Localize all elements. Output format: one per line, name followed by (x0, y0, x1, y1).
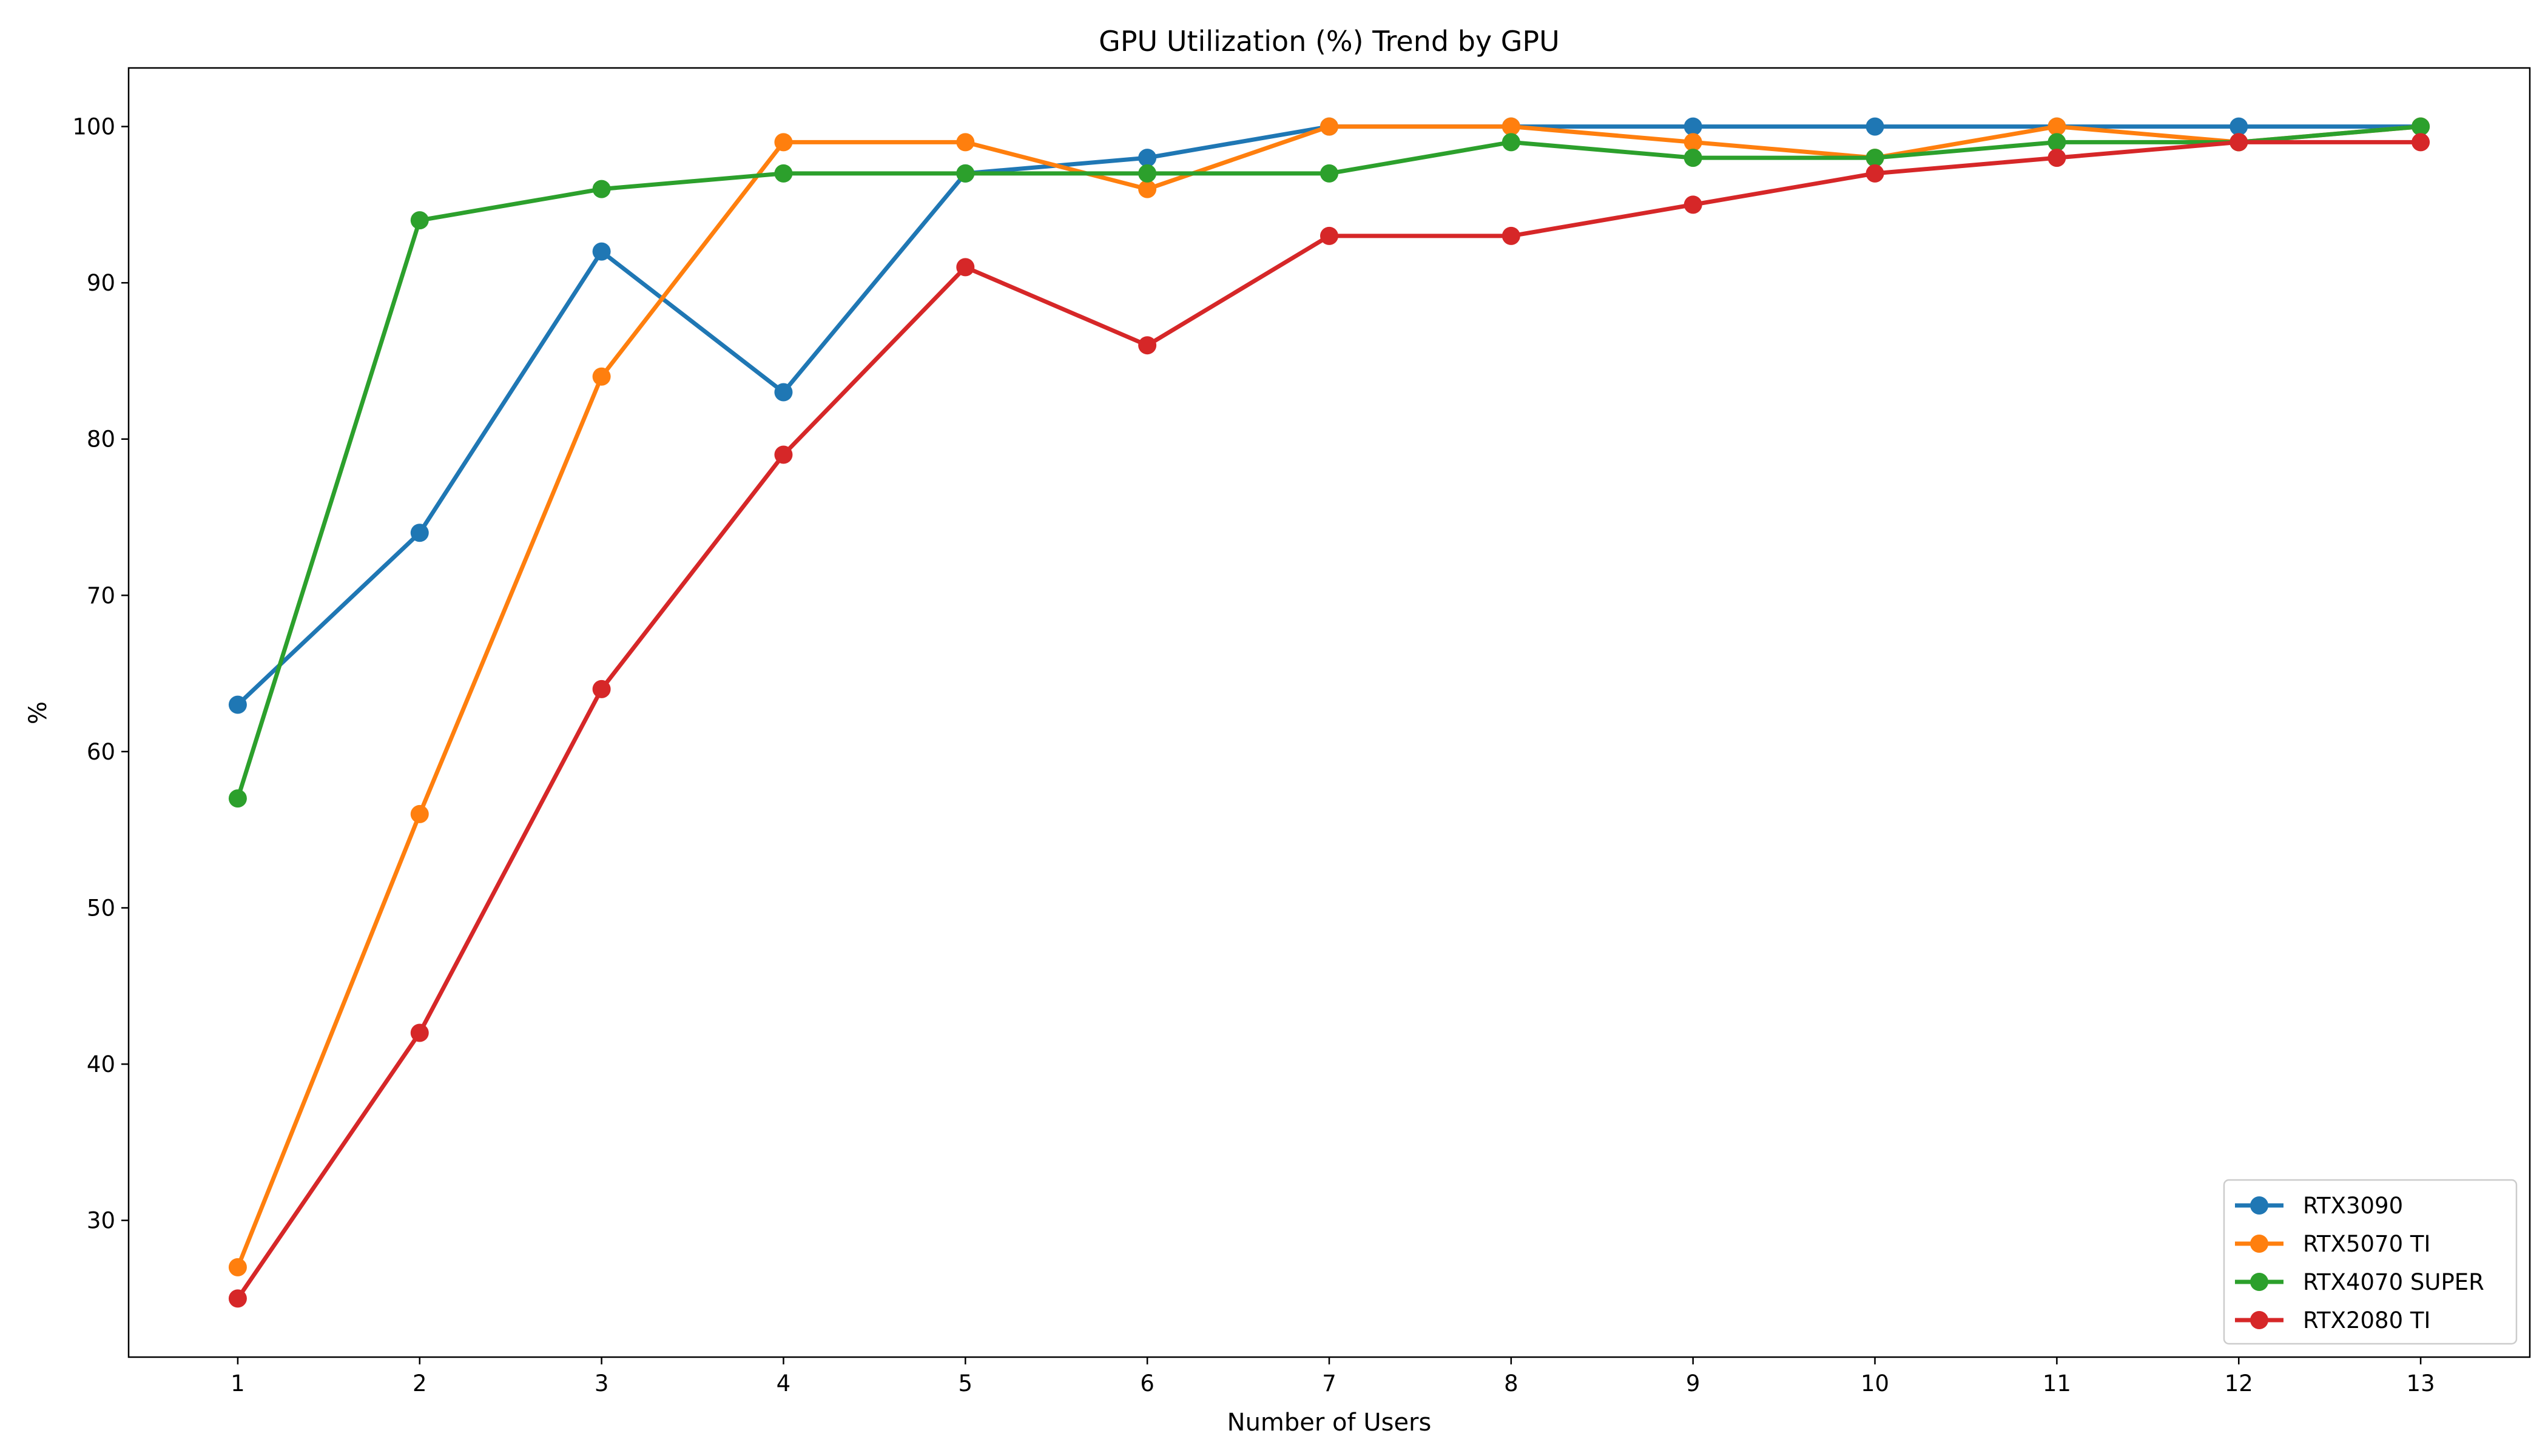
data-point (2412, 133, 2430, 152)
data-point (2048, 149, 2066, 167)
data-point (1138, 180, 1157, 198)
data-point (1684, 133, 1702, 152)
data-point (1138, 149, 1157, 167)
series-line (235, 124, 2423, 1270)
series-rtx3090 (228, 117, 2430, 714)
x-axis-label: Number of Users (1227, 1409, 1432, 1437)
y-tick-label: 50 (87, 895, 115, 921)
data-point (592, 242, 611, 261)
legend-item: RTX2080 TI (2235, 1307, 2430, 1333)
legend-label: RTX5070 TI (2303, 1231, 2430, 1257)
data-point (228, 1289, 247, 1308)
x-tick-label: 5 (959, 1370, 973, 1397)
y-tick-label: 80 (87, 426, 115, 453)
data-point (1684, 149, 1702, 167)
data-point (2230, 133, 2248, 152)
data-point (228, 695, 247, 714)
y-tick-label: 30 (87, 1208, 115, 1234)
legend-label: RTX4070 SUPER (2303, 1269, 2484, 1295)
data-point (410, 1023, 429, 1042)
legend-marker (2250, 1196, 2268, 1215)
data-point (410, 211, 429, 230)
y-axis: 30 40 50 60 70 80 90 100 (72, 114, 129, 1234)
data-point (1866, 117, 1884, 136)
x-tick-label: 12 (2225, 1370, 2253, 1397)
plot-frame (127, 67, 2531, 1358)
legend-label: RTX3090 (2303, 1193, 2403, 1219)
y-tick-label: 90 (87, 270, 115, 296)
data-point (956, 258, 975, 277)
legend-item: RTX5070 TI (2235, 1231, 2430, 1257)
data-point (228, 1258, 247, 1276)
y-tick-label: 40 (87, 1051, 115, 1077)
data-point (1502, 226, 1520, 245)
x-tick-label: 13 (2407, 1370, 2435, 1397)
x-tick-label: 9 (1686, 1370, 1700, 1397)
data-point (1684, 117, 1702, 136)
data-point (1320, 164, 1338, 183)
legend-marker (2250, 1311, 2268, 1329)
series-rtx4070-super (228, 117, 2430, 808)
x-tick-label: 10 (1861, 1370, 1889, 1397)
data-point (1138, 336, 1157, 355)
legend-box (2223, 1179, 2518, 1345)
data-point (2230, 117, 2248, 136)
x-tick-label: 1 (231, 1370, 245, 1397)
legend-item: RTX4070 SUPER (2235, 1269, 2484, 1295)
data-point (592, 180, 611, 198)
legend: RTX3090 RTX5070 TI RTX4070 SUPER RTX2080 TI (2223, 1179, 2518, 1345)
x-tick-label: 7 (1322, 1370, 1336, 1397)
data-point (1502, 133, 1520, 152)
plot-area (127, 67, 2531, 1358)
legend-item: RTX3090 (2235, 1193, 2403, 1219)
legend-label: RTX2080 TI (2303, 1307, 2430, 1333)
y-tick-label: 70 (87, 582, 115, 608)
data-point (2048, 133, 2066, 152)
x-tick-label: 6 (1140, 1370, 1154, 1397)
data-point (1320, 117, 1338, 136)
data-point (774, 445, 793, 464)
data-point (774, 383, 793, 402)
data-point (410, 524, 429, 542)
data-point (1866, 149, 1884, 167)
data-point (410, 804, 429, 823)
data-point (592, 367, 611, 386)
data-point (592, 679, 611, 698)
series-rtx2080-ti (228, 133, 2430, 1308)
legend-marker (2250, 1235, 2268, 1253)
x-tick-label: 11 (2043, 1370, 2071, 1397)
data-point (228, 789, 247, 808)
data-point (1320, 226, 1338, 245)
y-tick-label: 100 (72, 114, 115, 140)
data-point (2412, 117, 2430, 136)
legend-marker (2250, 1273, 2268, 1291)
data-point (1502, 117, 1520, 136)
data-point (956, 133, 975, 152)
x-tick-label: 8 (1504, 1370, 1518, 1397)
data-point (774, 133, 793, 152)
series-line (235, 140, 2423, 1301)
data-point (2048, 117, 2066, 136)
y-tick-label: 60 (87, 739, 115, 765)
y-axis-label: % (24, 701, 52, 724)
series-rtx5070-ti (228, 117, 2430, 1276)
data-point (956, 164, 975, 183)
data-point (1138, 164, 1157, 183)
x-tick-label: 3 (595, 1370, 609, 1397)
data-point (1684, 195, 1702, 214)
x-tick-label: 2 (413, 1370, 427, 1397)
x-axis: 1 2 3 4 5 6 7 8 9 10 11 12 13 (231, 1357, 2435, 1397)
x-tick-label: 4 (777, 1370, 791, 1397)
chart-title: GPU Utilization (%) Trend by GPU (1099, 25, 1560, 58)
series-line (235, 124, 2423, 707)
data-point (774, 164, 793, 183)
data-series (228, 117, 2430, 1308)
data-point (1866, 164, 1884, 183)
